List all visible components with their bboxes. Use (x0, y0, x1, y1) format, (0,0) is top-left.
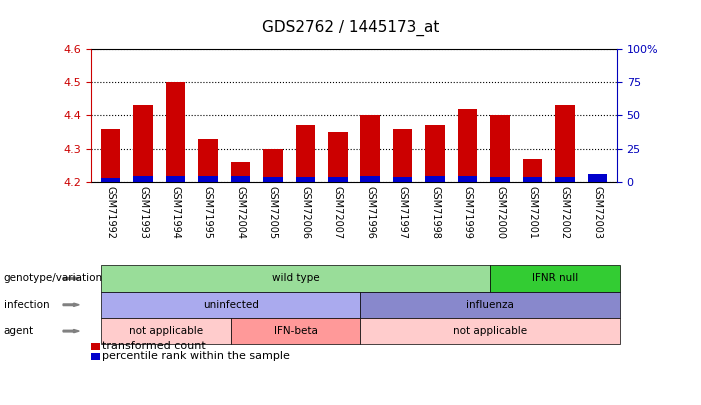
Text: percentile rank within the sample: percentile rank within the sample (102, 352, 290, 361)
Bar (587, 176, 607, 182)
Text: IFN-beta: IFN-beta (273, 326, 318, 336)
Bar (231, 175, 250, 182)
Text: GSM72002: GSM72002 (560, 186, 570, 239)
Bar (101, 129, 121, 182)
Text: GSM72004: GSM72004 (236, 186, 245, 239)
Text: IFNR null: IFNR null (532, 273, 578, 283)
Bar (101, 178, 121, 182)
Text: agent: agent (4, 326, 34, 336)
Text: not applicable: not applicable (129, 326, 203, 336)
Bar (393, 129, 412, 182)
Text: GSM71995: GSM71995 (203, 186, 213, 239)
Bar (296, 177, 315, 182)
Bar (296, 126, 315, 182)
Bar (523, 177, 543, 182)
Bar (198, 139, 218, 182)
Bar (263, 177, 283, 182)
Text: GSM71999: GSM71999 (463, 186, 472, 239)
Bar (133, 175, 153, 182)
Text: not applicable: not applicable (454, 326, 527, 336)
Bar (263, 149, 283, 182)
Text: wild type: wild type (272, 273, 320, 283)
Bar (328, 132, 348, 182)
Text: GDS2762 / 1445173_at: GDS2762 / 1445173_at (261, 20, 440, 36)
Bar (490, 177, 510, 182)
Text: transformed count: transformed count (102, 341, 205, 351)
Bar (328, 177, 348, 182)
Bar (555, 105, 575, 182)
Bar (165, 175, 185, 182)
Text: GSM71993: GSM71993 (138, 186, 148, 239)
Bar (458, 175, 477, 182)
Text: infection: infection (4, 300, 49, 310)
Bar (231, 162, 250, 182)
Bar (426, 175, 445, 182)
Text: GSM72006: GSM72006 (300, 186, 311, 239)
Text: GSM72003: GSM72003 (592, 186, 602, 239)
Text: GSM71998: GSM71998 (430, 186, 440, 239)
Text: uninfected: uninfected (203, 300, 259, 310)
Text: GSM72001: GSM72001 (527, 186, 538, 239)
Text: GSM72007: GSM72007 (333, 186, 343, 239)
Text: genotype/variation: genotype/variation (4, 273, 102, 283)
Bar (165, 82, 185, 182)
Text: GSM71992: GSM71992 (106, 186, 116, 239)
Bar (587, 174, 607, 182)
Bar (458, 109, 477, 182)
Text: GSM71997: GSM71997 (397, 186, 408, 239)
Bar (426, 126, 445, 182)
Text: GSM71994: GSM71994 (170, 186, 181, 239)
Bar (360, 115, 380, 182)
Bar (133, 105, 153, 182)
Text: GSM71996: GSM71996 (365, 186, 375, 239)
Text: GSM72005: GSM72005 (268, 186, 278, 239)
Text: influenza: influenza (466, 300, 515, 310)
Bar (198, 175, 218, 182)
Bar (360, 175, 380, 182)
Bar (523, 159, 543, 182)
Bar (555, 177, 575, 182)
Bar (393, 177, 412, 182)
Bar (490, 115, 510, 182)
Text: GSM72000: GSM72000 (495, 186, 505, 239)
